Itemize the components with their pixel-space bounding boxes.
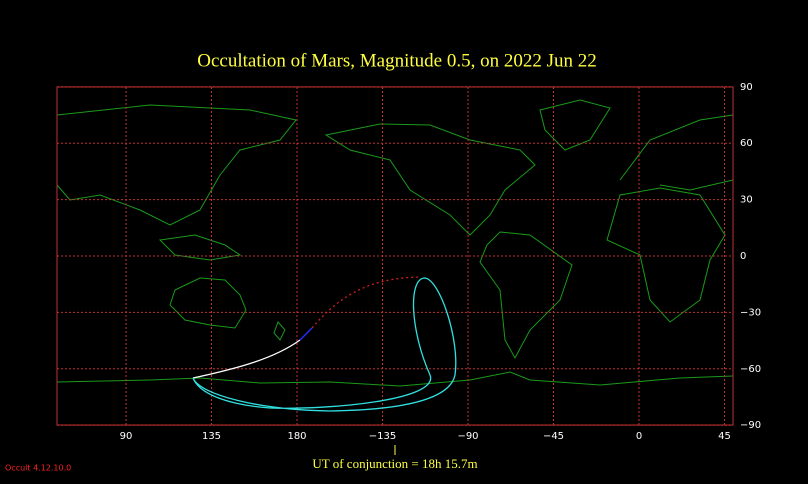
map-frame (56, 86, 734, 426)
lon-tick-label: −135 (369, 431, 396, 442)
path-daylight (192, 339, 301, 379)
antarctica (56, 371, 734, 387)
lat-tick-label: 90 (740, 82, 753, 93)
title: Occultation of Mars, Magnitude 0.5, on 2… (197, 50, 596, 71)
africa (606, 187, 726, 323)
lat-tick-label: −30 (740, 307, 761, 318)
greenland (539, 99, 611, 151)
conjunction-label: UT of conjunction = 18h 15.7m (312, 456, 477, 471)
path-twilight (299, 327, 313, 341)
lon-tick-label: −45 (543, 431, 564, 442)
lat-tick-label: −90 (740, 420, 761, 431)
north-america (324, 123, 536, 236)
lat-tick-label: 0 (740, 251, 746, 262)
new-zealand (273, 321, 286, 341)
europe (619, 114, 734, 191)
lon-tick-label: 0 (636, 431, 642, 442)
south-america (479, 231, 573, 360)
lon-tick-label: 135 (202, 431, 221, 442)
version-label: Occult 4.12.10.0 (5, 464, 71, 473)
occultation-path (192, 276, 457, 412)
lat-tick-label: −60 (740, 364, 761, 375)
indonesia (158, 234, 242, 261)
lat-tick-label: 60 (740, 138, 753, 149)
limit-curve (192, 277, 457, 412)
lon-tick-label: −90 (457, 431, 478, 442)
lon-tick-label: 90 (120, 431, 133, 442)
coastlines (56, 99, 734, 387)
lat-tick-label: 30 (740, 195, 753, 206)
lon-tick-label: 180 (287, 431, 306, 442)
lon-tick-label: 45 (718, 431, 731, 442)
asia (56, 104, 297, 226)
